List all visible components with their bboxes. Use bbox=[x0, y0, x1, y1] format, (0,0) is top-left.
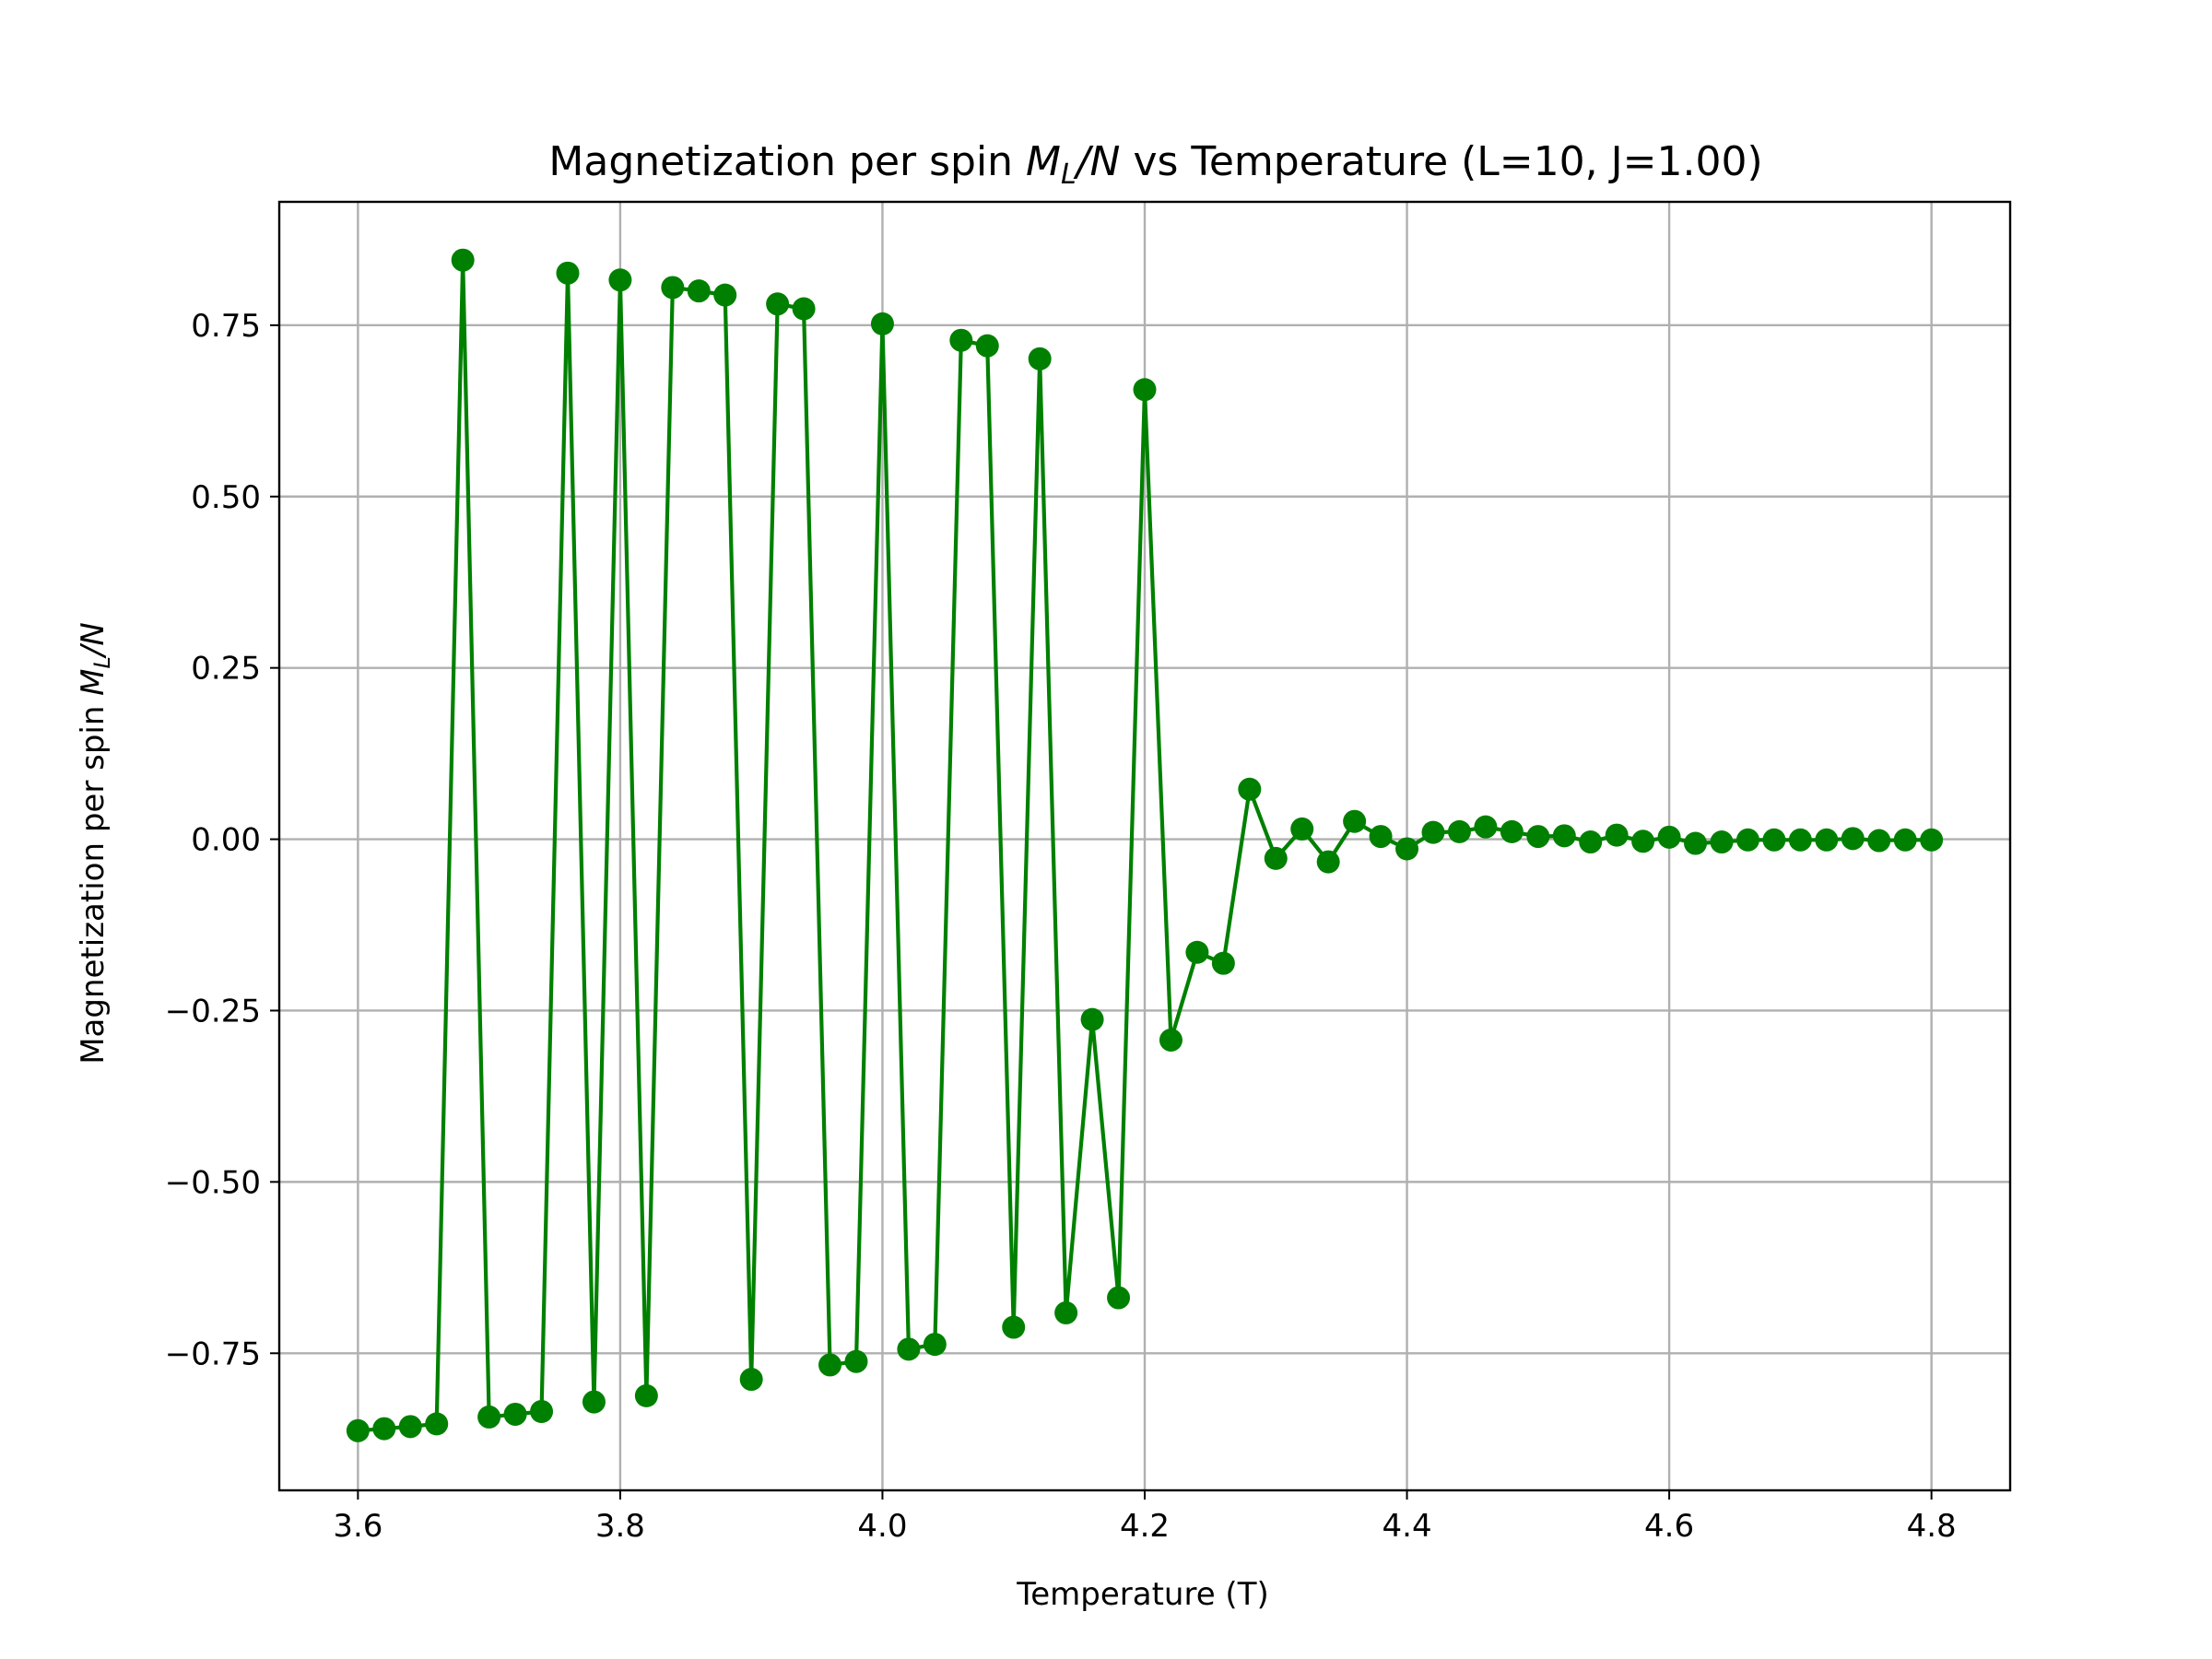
data-point bbox=[1343, 809, 1367, 833]
data-point bbox=[739, 1368, 763, 1392]
data-point bbox=[1815, 828, 1839, 852]
data-point bbox=[1579, 830, 1603, 854]
data-point bbox=[1185, 940, 1209, 964]
data-point bbox=[346, 1418, 370, 1442]
data-point bbox=[1710, 830, 1734, 854]
data-point bbox=[1920, 828, 1944, 852]
data-point bbox=[975, 334, 999, 358]
data-point bbox=[1500, 819, 1524, 843]
x-tick-label: 4.2 bbox=[1120, 1508, 1170, 1545]
data-point bbox=[713, 283, 737, 307]
data-point bbox=[1316, 850, 1340, 874]
data-point bbox=[372, 1417, 396, 1441]
data-point bbox=[1107, 1286, 1131, 1310]
x-tick-label: 4.6 bbox=[1644, 1508, 1694, 1545]
x-axis-label: Temperature (T) bbox=[1016, 1576, 1268, 1613]
chart-title-math-rest: /N bbox=[1073, 138, 1121, 185]
data-point bbox=[923, 1333, 947, 1357]
data-point bbox=[1684, 831, 1708, 855]
chart-title: Magnetization per spin ML/N vs Temperatu… bbox=[548, 138, 1762, 191]
data-point bbox=[1552, 824, 1576, 848]
data-point bbox=[425, 1412, 449, 1436]
y-tick-label: −0.25 bbox=[165, 993, 261, 1030]
data-point bbox=[1631, 830, 1655, 853]
data-point bbox=[870, 312, 894, 335]
x-tick-label: 4.8 bbox=[1907, 1508, 1957, 1545]
data-point bbox=[1735, 828, 1759, 852]
data-point bbox=[766, 292, 790, 316]
data-point bbox=[582, 1390, 606, 1414]
data-point bbox=[1395, 837, 1419, 861]
y-tick-label: 0.25 bbox=[191, 651, 261, 688]
data-point bbox=[661, 276, 685, 300]
data-point bbox=[1788, 828, 1812, 852]
y-tick-label: 0.00 bbox=[191, 822, 261, 859]
data-point bbox=[503, 1402, 527, 1426]
data-point bbox=[1211, 951, 1235, 975]
data-point bbox=[1841, 827, 1865, 851]
data-point bbox=[634, 1383, 658, 1407]
chart-title-math-m: M bbox=[1026, 138, 1061, 185]
data-point bbox=[1893, 828, 1917, 852]
y-axis-label-math-sub: L bbox=[89, 656, 115, 668]
data-point bbox=[1080, 1007, 1104, 1031]
data-point bbox=[1447, 819, 1471, 843]
x-tick-label: 4.4 bbox=[1382, 1508, 1432, 1545]
data-point bbox=[1762, 828, 1786, 852]
data-point bbox=[949, 328, 973, 352]
chart-title-math-sub: L bbox=[1061, 159, 1077, 191]
chart-title-suffix: vs Temperature (L=10, J=1.00) bbox=[1120, 138, 1762, 185]
data-point bbox=[1264, 846, 1288, 870]
y-tick-label: 0.50 bbox=[191, 479, 261, 516]
data-point bbox=[608, 268, 632, 292]
data-point bbox=[1002, 1315, 1026, 1339]
data-point bbox=[687, 279, 711, 303]
x-tick-label: 3.8 bbox=[595, 1508, 645, 1545]
data-point bbox=[1054, 1300, 1078, 1324]
data-point bbox=[1867, 829, 1891, 853]
data-point bbox=[844, 1349, 868, 1373]
data-point bbox=[1605, 823, 1629, 847]
y-axis-label: Magnetization per spin ML/N bbox=[75, 622, 115, 1065]
data-point bbox=[1474, 815, 1498, 839]
data-point bbox=[1159, 1028, 1182, 1052]
data-point bbox=[1657, 825, 1681, 849]
data-series bbox=[346, 248, 1944, 1442]
data-point bbox=[1133, 378, 1157, 402]
data-point bbox=[477, 1405, 501, 1429]
data-point bbox=[398, 1415, 422, 1439]
data-point bbox=[556, 261, 580, 285]
data-point bbox=[818, 1353, 842, 1377]
y-axis-label-math-rest: /N bbox=[75, 622, 112, 659]
x-tick-label: 4.0 bbox=[857, 1508, 907, 1545]
data-point bbox=[1238, 777, 1262, 801]
data-point bbox=[1421, 820, 1445, 844]
x-tick-label: 3.6 bbox=[333, 1508, 382, 1545]
axis-ticks: 3.6 3.8 4.0 4.2 4.4 4.6 4.8 −0.75 −0.50 −0.25 0.00… bbox=[165, 308, 1957, 1545]
chart-title-prefix: Magnetization per spin bbox=[548, 138, 1026, 185]
y-axis-label-math-m: M bbox=[75, 668, 112, 695]
data-point bbox=[1369, 825, 1393, 849]
y-tick-label: −0.75 bbox=[165, 1335, 261, 1372]
y-tick-label: 0.75 bbox=[191, 308, 261, 345]
data-point bbox=[1290, 817, 1314, 841]
data-point bbox=[530, 1399, 554, 1423]
y-tick-label: −0.50 bbox=[165, 1164, 261, 1201]
data-point bbox=[451, 248, 475, 272]
data-point bbox=[897, 1337, 921, 1361]
data-point bbox=[1028, 347, 1052, 371]
data-point bbox=[1526, 825, 1550, 849]
data-point bbox=[792, 297, 816, 321]
y-axis-label-prefix: Magnetization per spin bbox=[75, 696, 112, 1065]
